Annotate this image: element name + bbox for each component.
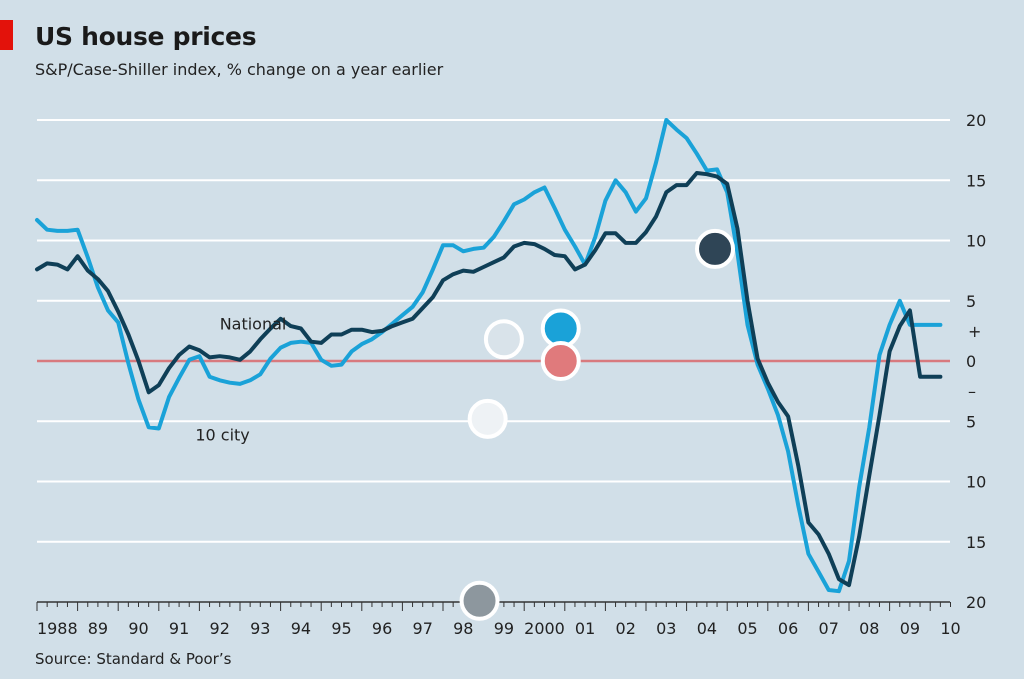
y-sign-label: + <box>968 322 981 341</box>
x-tick-label: 04 <box>697 619 717 638</box>
y-sign-label: – <box>968 382 976 401</box>
annotation-circle <box>483 319 524 360</box>
x-tick-label: 07 <box>819 619 839 638</box>
y-tick-label: 5 <box>966 412 976 431</box>
annotation-circle <box>695 228 736 269</box>
x-tick-label: 2000 <box>524 619 565 638</box>
x-tick-label: 10 <box>940 619 960 638</box>
chart-title: US house prices <box>35 22 257 51</box>
y-tick-label: 5 <box>966 292 976 311</box>
x-tick-label: 99 <box>494 619 514 638</box>
x-tick-label: 08 <box>859 619 879 638</box>
chart-subtitle: S&P/Case-Shiller index, % change on a ye… <box>35 60 444 79</box>
x-tick-label: 02 <box>616 619 636 638</box>
x-tick-label: 89 <box>88 619 108 638</box>
x-tick-label: 06 <box>778 619 798 638</box>
x-tick-label: 03 <box>656 619 676 638</box>
series-label-10-city: 10 city <box>195 426 249 445</box>
y-tick-label: 15 <box>966 171 986 190</box>
y-tick-label: 10 <box>966 473 986 492</box>
x-tick-label: 05 <box>737 619 757 638</box>
y-tick-label: 20 <box>966 593 986 612</box>
series-line-10-city <box>35 118 943 594</box>
y-tick-label: 15 <box>966 533 986 552</box>
source-note: Source: Standard & Poor’s <box>35 650 232 668</box>
x-tick-label: 93 <box>250 619 270 638</box>
x-tick-label: 91 <box>169 619 189 638</box>
y-tick-label: 10 <box>966 232 986 251</box>
annotation-circle <box>540 341 581 381</box>
brand-accent-bar <box>0 20 13 50</box>
x-tick-label: 97 <box>413 619 433 638</box>
x-tick-label: 96 <box>372 619 392 638</box>
x-tick-label: 98 <box>453 619 473 638</box>
x-tick-label: 09 <box>900 619 920 638</box>
x-tick-label: 92 <box>210 619 230 638</box>
x-tick-label: 01 <box>575 619 595 638</box>
x-tick-label: 95 <box>331 619 351 638</box>
y-tick-label: 20 <box>966 111 986 130</box>
x-tick-label: 90 <box>128 619 148 638</box>
annotation-circle <box>467 398 508 439</box>
y-tick-label: 0 <box>966 352 976 371</box>
annotation-circle <box>459 580 500 621</box>
series-line-national <box>35 171 943 588</box>
x-tick-label: 1988 <box>37 619 78 638</box>
x-tick-label: 94 <box>291 619 311 638</box>
series-label-national: National <box>220 315 287 334</box>
